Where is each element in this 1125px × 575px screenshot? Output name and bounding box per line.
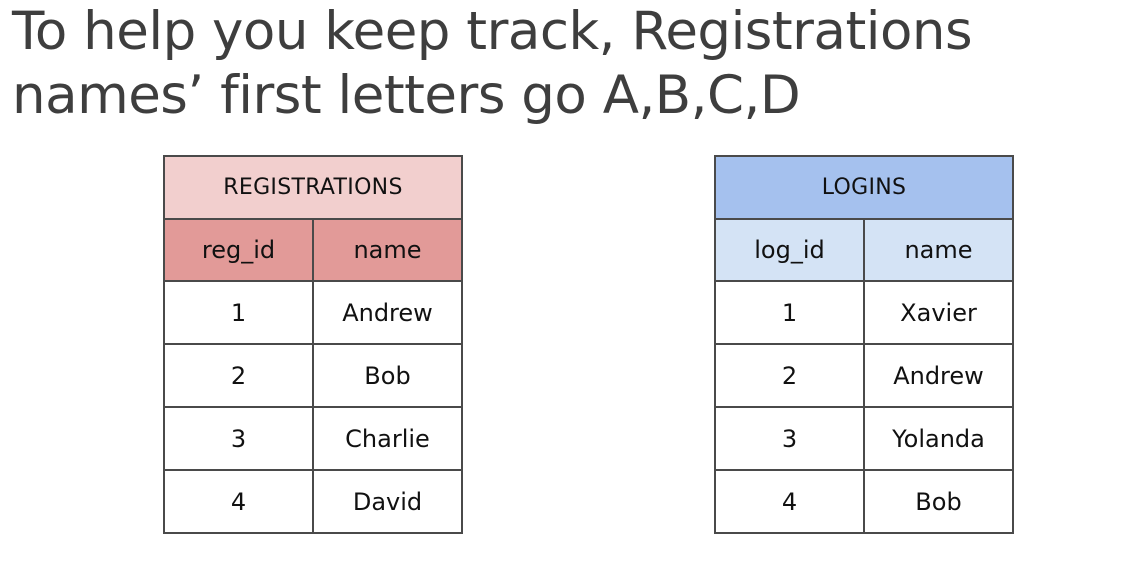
table-row: 2 Bob bbox=[163, 343, 463, 408]
table-row: 1 Andrew bbox=[163, 280, 463, 345]
table-cell-name: Andrew bbox=[312, 280, 463, 345]
table-cell-name: Charlie bbox=[312, 406, 463, 471]
slide-title-line-1: To help you keep track, Registrations bbox=[12, 1, 973, 62]
table-row: 3 Charlie bbox=[163, 406, 463, 471]
table-row: 4 Bob bbox=[714, 469, 1014, 534]
registrations-table: REGISTRATIONS reg_id name 1 Andrew 2 Bob… bbox=[163, 155, 463, 534]
table-cell-name: Bob bbox=[863, 469, 1014, 534]
table-row: 1 Xavier bbox=[714, 280, 1014, 345]
table-cell-name: Andrew bbox=[863, 343, 1014, 408]
slide-title-line-2: names’ first letters go A,B,C,D bbox=[12, 65, 801, 126]
table-cell-log-id: 4 bbox=[714, 469, 865, 534]
table-cell-name: Xavier bbox=[863, 280, 1014, 345]
column-header-name: name bbox=[312, 218, 463, 282]
table-cell-name: Bob bbox=[312, 343, 463, 408]
column-header-name: name bbox=[863, 218, 1014, 282]
table-cell-reg-id: 4 bbox=[163, 469, 314, 534]
table-row: 2 Andrew bbox=[714, 343, 1014, 408]
table-cell-name: Yolanda bbox=[863, 406, 1014, 471]
column-header-log-id: log_id bbox=[714, 218, 865, 282]
table-cell-log-id: 3 bbox=[714, 406, 865, 471]
table-cell-name: David bbox=[312, 469, 463, 534]
logins-table-caption: LOGINS bbox=[714, 155, 1014, 220]
table-cell-reg-id: 1 bbox=[163, 280, 314, 345]
table-row: 4 David bbox=[163, 469, 463, 534]
table-cell-reg-id: 3 bbox=[163, 406, 314, 471]
column-header-reg-id: reg_id bbox=[163, 218, 314, 282]
table-cell-log-id: 1 bbox=[714, 280, 865, 345]
slide-title: To help you keep track, Registrations na… bbox=[12, 0, 973, 128]
logins-table: LOGINS log_id name 1 Xavier 2 Andrew 3 Y… bbox=[714, 155, 1014, 534]
table-row: 3 Yolanda bbox=[714, 406, 1014, 471]
registrations-table-container: REGISTRATIONS reg_id name 1 Andrew 2 Bob… bbox=[163, 155, 463, 534]
table-cell-reg-id: 2 bbox=[163, 343, 314, 408]
registrations-table-caption: REGISTRATIONS bbox=[163, 155, 463, 220]
table-cell-log-id: 2 bbox=[714, 343, 865, 408]
logins-table-container: LOGINS log_id name 1 Xavier 2 Andrew 3 Y… bbox=[714, 155, 1014, 534]
